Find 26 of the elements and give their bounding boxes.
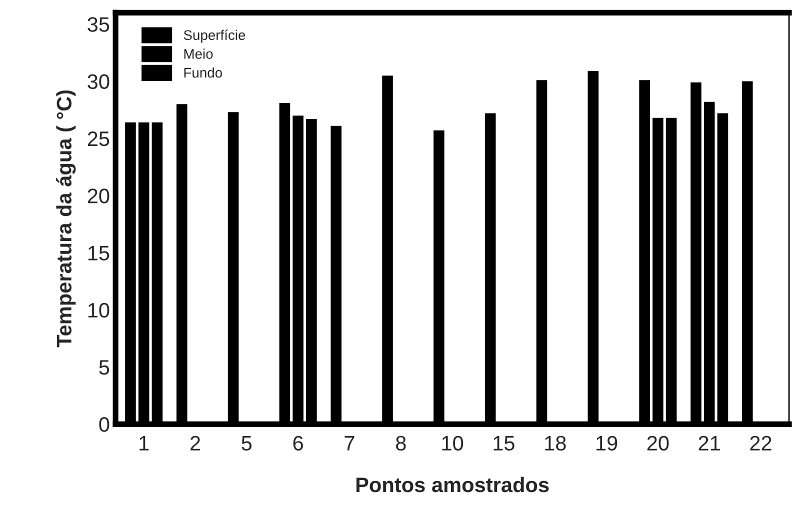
x-tick-label: 2 xyxy=(190,436,200,450)
x-tick-label: 7 xyxy=(344,436,354,450)
x-tick-label: 6 xyxy=(293,436,303,451)
x-tick-label: 5 xyxy=(242,436,252,451)
y-tick-label: 15 xyxy=(88,246,110,260)
x-tick-label: 10 xyxy=(442,436,464,451)
legend-label: Superfície xyxy=(184,30,246,43)
legend-label: Meio xyxy=(184,48,213,59)
y-tick-label: 30 xyxy=(88,74,110,90)
y-axis-title: Temperatura da água ( °C) xyxy=(56,90,76,348)
y-tick-label: 20 xyxy=(88,188,110,204)
x-tick-label: 1 xyxy=(140,436,149,450)
x-tick-label: 20 xyxy=(647,436,669,451)
legend-label: Fundo xyxy=(184,67,222,78)
y-tick-label: 5 xyxy=(99,360,110,375)
x-axis-title: Pontos amostrados xyxy=(356,476,549,492)
x-tick-label: 21 xyxy=(698,436,720,450)
x-tick-label: 8 xyxy=(396,436,406,451)
x-tick-label: 19 xyxy=(596,436,618,451)
x-tick-label: 22 xyxy=(750,436,772,450)
y-tick-label: 25 xyxy=(88,131,110,146)
x-tick-label: 15 xyxy=(494,436,514,451)
x-tick-label: 18 xyxy=(545,436,566,451)
y-tick-label: 0 xyxy=(99,417,110,432)
y-tick-label: 35 xyxy=(88,17,110,32)
y-tick-label: 10 xyxy=(88,302,110,318)
